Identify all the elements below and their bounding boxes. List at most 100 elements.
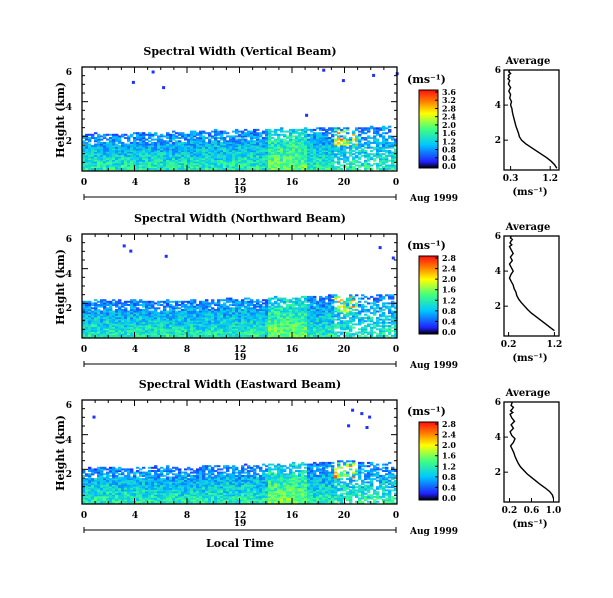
heat-cell: [241, 302, 245, 305]
heat-cell: [142, 326, 146, 329]
heat-cell: [388, 305, 392, 308]
heat-cell: [211, 312, 215, 315]
heat-cell: [361, 137, 365, 139]
heat-cell: [163, 302, 167, 305]
colorbar-tick-label: 1.6: [442, 285, 456, 295]
heat-cell: [361, 138, 365, 141]
heat-cell: [235, 132, 239, 135]
colorbar-tick-label: 2.0: [442, 274, 456, 284]
heat-cell: [268, 143, 272, 146]
heat-cell: [358, 130, 362, 133]
heat-cell: [313, 320, 317, 323]
heat-cell: [169, 310, 173, 313]
heat-cell: [103, 143, 107, 146]
heat-cell: [100, 148, 104, 151]
heat-cell: [292, 325, 296, 328]
heat-cell: [166, 299, 170, 302]
heat-cell: [139, 161, 143, 164]
heat-cell: [268, 133, 272, 136]
heat-cell: [184, 310, 188, 313]
heat-cell: [382, 132, 386, 135]
heat-cell: [373, 146, 377, 149]
heat-cell: [286, 308, 290, 311]
heat-cell: [271, 161, 275, 164]
heat-cell: [193, 154, 197, 157]
heat-cell: [238, 329, 242, 332]
heat-cell: [367, 135, 371, 138]
heat-cell: [247, 329, 251, 332]
heat-cell: [199, 300, 203, 303]
heat-cell: [106, 164, 110, 167]
heat-cell: [229, 158, 233, 161]
heat-cell: [319, 320, 323, 323]
heat-cell: [376, 299, 380, 302]
heat-cell: [349, 145, 353, 148]
heat-cell: [103, 166, 107, 169]
heat-cell: [214, 302, 218, 305]
heat-cell: [157, 154, 161, 157]
heat-cell: [154, 151, 158, 154]
heat-cell: [223, 164, 227, 167]
heat-cell: [142, 148, 146, 151]
heat-cell: [349, 333, 353, 336]
heat-cell: [232, 328, 236, 331]
heat-cell: [184, 313, 188, 316]
heat-cell: [151, 307, 155, 310]
heat-cell: [118, 321, 122, 324]
heat-cell: [220, 304, 224, 306]
heat-cell: [391, 321, 395, 324]
heat-cell: [367, 302, 371, 305]
heat-cell: [358, 151, 362, 154]
heat-cell: [139, 159, 143, 162]
heat-cell: [118, 333, 122, 336]
heat-cell: [154, 143, 158, 146]
heat-cell: [142, 153, 146, 156]
heat-cell: [85, 315, 89, 318]
heat-cell: [271, 137, 275, 139]
heat-cell: [268, 299, 272, 302]
heat-cell: [292, 302, 296, 305]
heat-cell: [223, 161, 227, 164]
heat-cell: [361, 127, 365, 130]
heat-cell: [337, 161, 341, 164]
heat-cell: [337, 300, 341, 303]
heat-cell: [301, 137, 305, 139]
heat-cell: [112, 151, 116, 154]
heat-cell: [97, 308, 101, 311]
heat-cell: [349, 138, 353, 141]
heat-cell: [145, 331, 149, 334]
heat-cell: [265, 305, 269, 308]
heat-cell: [244, 329, 248, 332]
heat-cell: [181, 162, 185, 165]
heat-cell: [394, 326, 398, 329]
heat-cell: [310, 299, 314, 302]
heat-cell: [316, 158, 320, 161]
heat-cell: [268, 300, 272, 303]
heat-cell: [142, 302, 146, 305]
heat-cell: [328, 153, 332, 156]
heat-cell: [271, 317, 275, 319]
heat-cell: [262, 318, 266, 321]
heat-cell: [151, 70, 155, 74]
heat-cell: [253, 128, 257, 131]
heat-cell: [247, 304, 251, 306]
heat-cell: [106, 500, 110, 503]
heat-cell: [130, 161, 134, 164]
heat-cell: [268, 161, 272, 164]
heat-cell: [223, 130, 227, 133]
heat-cell: [283, 138, 287, 141]
heat-cell: [148, 321, 152, 324]
heat-cell: [340, 331, 344, 334]
heat-cell: [148, 143, 152, 146]
heat-cell: [265, 133, 269, 136]
heat-cell: [106, 321, 110, 324]
heat-cell: [196, 143, 200, 146]
heat-cell: [322, 334, 326, 337]
heat-cell: [199, 305, 203, 308]
heat-cell: [286, 164, 290, 167]
heat-cell: [352, 317, 356, 319]
heat-cell: [202, 320, 206, 323]
heat-cell: [274, 308, 278, 311]
heat-cell: [346, 326, 350, 329]
heat-cell: [382, 143, 386, 146]
